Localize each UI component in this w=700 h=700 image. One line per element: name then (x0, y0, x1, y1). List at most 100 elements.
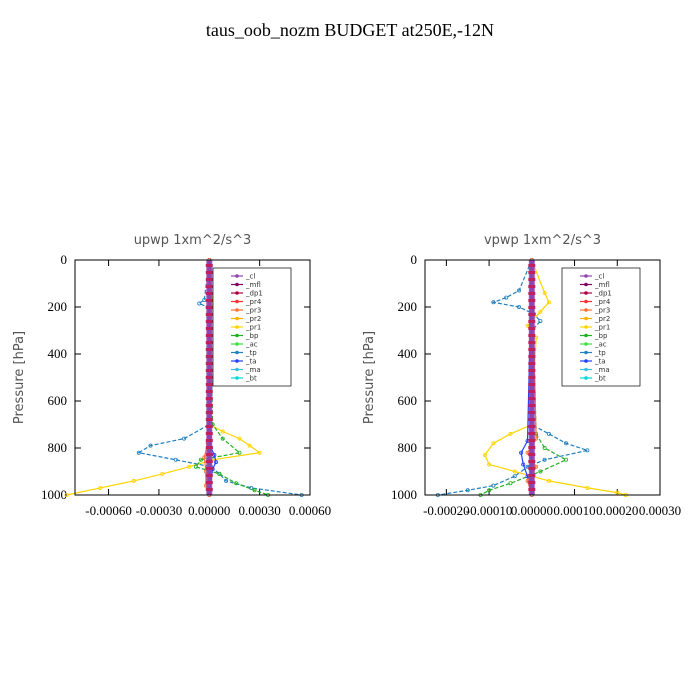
series-line-pr1 (484, 259, 626, 496)
y-tick-label: 800 (48, 440, 68, 455)
legend-label: _pr1 (245, 324, 261, 332)
legend-label: _pr2 (245, 315, 261, 323)
profile-marker (205, 376, 213, 379)
data-point (487, 462, 492, 467)
legend-marker (584, 367, 588, 372)
data-point (98, 485, 103, 490)
profile-marker (205, 334, 213, 337)
x-tick-label: 0.00000 (188, 503, 230, 518)
profile-marker (205, 467, 213, 470)
legend-marker (584, 316, 588, 321)
panel-title: vpwp 1xm^2/s^3 (484, 233, 601, 248)
data-point (247, 443, 252, 448)
legend-marker (235, 274, 239, 278)
data-point (197, 301, 202, 306)
x-tick-label: 0.00060 (289, 503, 331, 518)
profile-marker (528, 488, 536, 491)
profile-marker (205, 446, 213, 449)
plot-frame (424, 259, 661, 496)
y-tick-label: 400 (398, 346, 418, 361)
y-tick-label: 600 (48, 393, 68, 408)
data-point (546, 431, 551, 436)
profile-marker (528, 390, 536, 393)
data-point (563, 457, 568, 462)
profile-marker (205, 460, 213, 463)
legend-label: _bp (594, 332, 608, 340)
legend-label: _cl (594, 273, 604, 281)
profile-marker (205, 397, 213, 400)
legend-marker (584, 274, 588, 278)
profile-marker (528, 362, 536, 365)
y-tick-label: 0 (411, 252, 418, 267)
legend-marker (584, 291, 588, 295)
profile-marker (205, 292, 213, 295)
profile-marker (205, 432, 213, 435)
profile-marker (528, 425, 536, 428)
legend-label: _bt (594, 375, 606, 383)
legend-label: _pr4 (594, 298, 611, 306)
profile-marker (528, 411, 536, 414)
profile-marker (528, 474, 536, 477)
profile-marker (205, 481, 213, 484)
data-point (546, 478, 551, 483)
data-point (64, 492, 69, 497)
y-tick-label: 1000 (41, 487, 67, 502)
legend-label: _ta (245, 358, 257, 366)
y-tick-label: 0 (61, 252, 68, 267)
legend-marker (584, 299, 588, 304)
data-point (465, 488, 470, 493)
legend-marker (584, 376, 588, 380)
profile-marker (205, 362, 213, 365)
y-axis-label: Pressure [hPa] (12, 331, 27, 424)
data-point (519, 450, 524, 455)
plot-frame (74, 259, 311, 496)
data-point (491, 300, 496, 305)
y-tick-label: 200 (48, 299, 68, 314)
profile-marker (205, 383, 213, 386)
y-tick-label: 800 (398, 440, 418, 455)
legend-label: _pr3 (245, 307, 261, 315)
profile-marker (205, 264, 213, 267)
legend-marker (235, 359, 239, 363)
profile-marker (528, 397, 536, 400)
x-tick-label: 0.00030 (239, 503, 281, 518)
legend-marker (235, 308, 239, 312)
legend-marker (584, 282, 588, 287)
data-point (136, 450, 141, 455)
data-point (220, 436, 225, 441)
data-point (198, 457, 203, 462)
profile-marker (528, 341, 536, 344)
x-tick-label: -0.00060 (85, 503, 132, 518)
data-point (508, 431, 513, 436)
legend-marker (235, 282, 239, 287)
profile-marker (528, 285, 536, 288)
data-point (491, 483, 496, 488)
profile-marker (205, 369, 213, 372)
data-point (234, 481, 239, 486)
data-point (615, 490, 620, 495)
legend-box (561, 267, 641, 387)
x-tick-label: 0.00000 (511, 503, 553, 518)
legend-label: _dp1 (594, 290, 612, 298)
profile-marker (528, 418, 536, 421)
legend-label: _ma (245, 366, 261, 374)
profile-marker (205, 488, 213, 491)
legend-marker (235, 299, 239, 304)
data-point (538, 309, 543, 314)
profile-marker (205, 306, 213, 309)
legend-box (212, 267, 292, 387)
profile-marker (528, 334, 536, 337)
figure-title: taus_oob_nozm BUDGET at250E,-12N (205, 20, 495, 40)
profile-marker (528, 453, 536, 456)
y-tick-label: 600 (398, 393, 418, 408)
legend-label: _bt (245, 375, 257, 383)
x-tick-label: 0.00010 (553, 503, 595, 518)
y-axis-label: Pressure [hPa] (362, 331, 377, 424)
profile-marker (528, 376, 536, 379)
legend-marker (235, 350, 239, 355)
chart-panel-vpwp: vpwp 1xm^2/s^3 Pressure [hPa] 0 200 400 600 80… (362, 233, 681, 518)
profile-marker (528, 313, 536, 316)
profile-marker (205, 285, 213, 288)
data-point (213, 460, 218, 465)
profile-marker (205, 355, 213, 358)
